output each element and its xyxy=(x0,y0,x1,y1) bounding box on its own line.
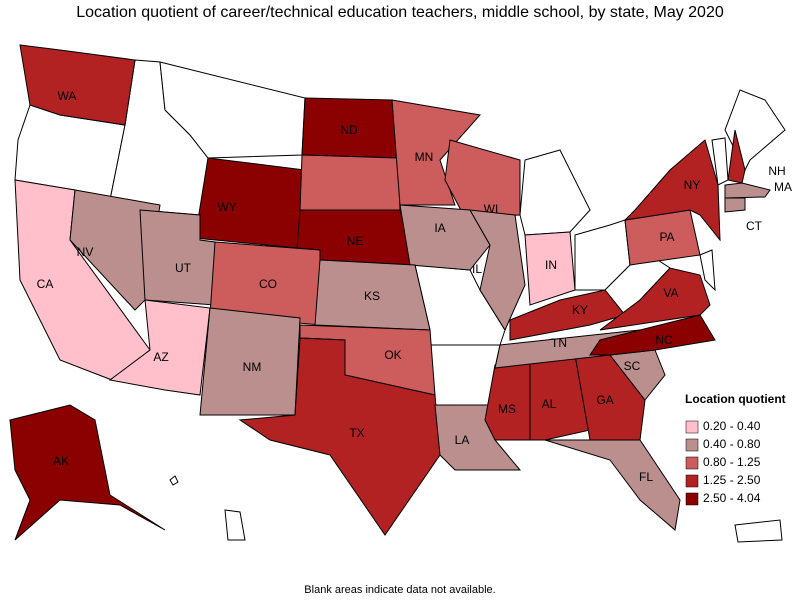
state-label: GA xyxy=(596,393,613,407)
state-shape xyxy=(699,249,716,292)
state-shape xyxy=(589,314,716,356)
state-label: KS xyxy=(364,289,380,303)
state-label: TX xyxy=(349,426,364,440)
state-label: IN xyxy=(545,258,557,272)
state-shape xyxy=(444,139,521,219)
state-shape xyxy=(734,519,783,543)
state-label: NV xyxy=(77,245,94,259)
footnote: Blank areas indicate data not available. xyxy=(304,584,495,596)
state-shape xyxy=(69,189,161,311)
state-label: OK xyxy=(384,348,401,362)
legend-label: 1.25 - 2.50 xyxy=(703,473,761,487)
state-label: ND xyxy=(340,123,358,137)
state-label: IA xyxy=(434,221,445,235)
state-label: CA xyxy=(37,277,54,291)
state-shape xyxy=(509,289,626,341)
state-label: IL xyxy=(472,262,482,276)
state-label: WY xyxy=(217,200,236,214)
state-label: TN xyxy=(551,336,567,350)
state-label: VA xyxy=(663,286,678,300)
state-label: WA xyxy=(58,89,77,103)
state-label: NE xyxy=(347,234,364,248)
states: WACANVWYNDSDNEMNWIIAILINUTCOKSAZNMOKTXLA… xyxy=(9,44,792,541)
state-shape xyxy=(727,129,746,184)
state-shape xyxy=(299,154,401,211)
state-label: PA xyxy=(659,230,674,244)
legend-label: 0.40 - 0.80 xyxy=(703,437,761,451)
state-shape xyxy=(9,404,166,541)
state-shape xyxy=(238,337,441,536)
legend-label: 2.50 - 4.04 xyxy=(703,491,761,505)
legend-title: Location quotient xyxy=(685,392,786,406)
state-label: NM xyxy=(243,360,262,374)
state-label: NH xyxy=(768,164,785,178)
legend-label: 0.80 - 1.25 xyxy=(703,455,761,469)
blank-states xyxy=(14,59,786,543)
state-shape xyxy=(469,209,526,332)
state-label: CO xyxy=(259,277,277,291)
state-label: MS xyxy=(498,402,516,416)
state-shape xyxy=(194,157,306,249)
legend-swatch xyxy=(685,420,699,434)
state-shape xyxy=(724,197,746,213)
legend-swatch xyxy=(685,438,699,452)
state-label: CT xyxy=(746,219,763,233)
state-shape xyxy=(524,231,576,306)
state-label: SC xyxy=(624,359,641,373)
state-label: AZ xyxy=(153,350,168,364)
state-label: UT xyxy=(175,261,192,275)
state-label: NC xyxy=(655,333,673,347)
state-shape xyxy=(623,139,721,242)
state-label: MA xyxy=(774,180,792,194)
state-shape xyxy=(224,509,246,541)
state-label: LA xyxy=(455,433,470,447)
state-shape xyxy=(599,267,711,331)
state-shape xyxy=(544,439,681,531)
map-title: Location quotient of career/technical ed… xyxy=(76,4,724,21)
legend-swatch xyxy=(685,492,699,506)
state-label: FL xyxy=(639,470,653,484)
state-shape xyxy=(169,475,179,486)
state-label: AK xyxy=(53,454,69,468)
legend: Location quotient 0.20 - 0.40 0.40 - 0.80… xyxy=(685,392,786,506)
legend-label: 0.20 - 0.40 xyxy=(703,419,761,433)
state-shape xyxy=(399,204,491,271)
state-shape xyxy=(519,149,591,236)
state-label: MN xyxy=(415,150,434,164)
state-label: AL xyxy=(542,397,557,411)
legend-swatch xyxy=(685,474,699,488)
state-label: KY xyxy=(572,303,588,317)
state-shape xyxy=(19,44,136,126)
legend-swatch xyxy=(685,456,699,470)
state-shape xyxy=(724,182,771,199)
state-label: NY xyxy=(684,178,701,192)
